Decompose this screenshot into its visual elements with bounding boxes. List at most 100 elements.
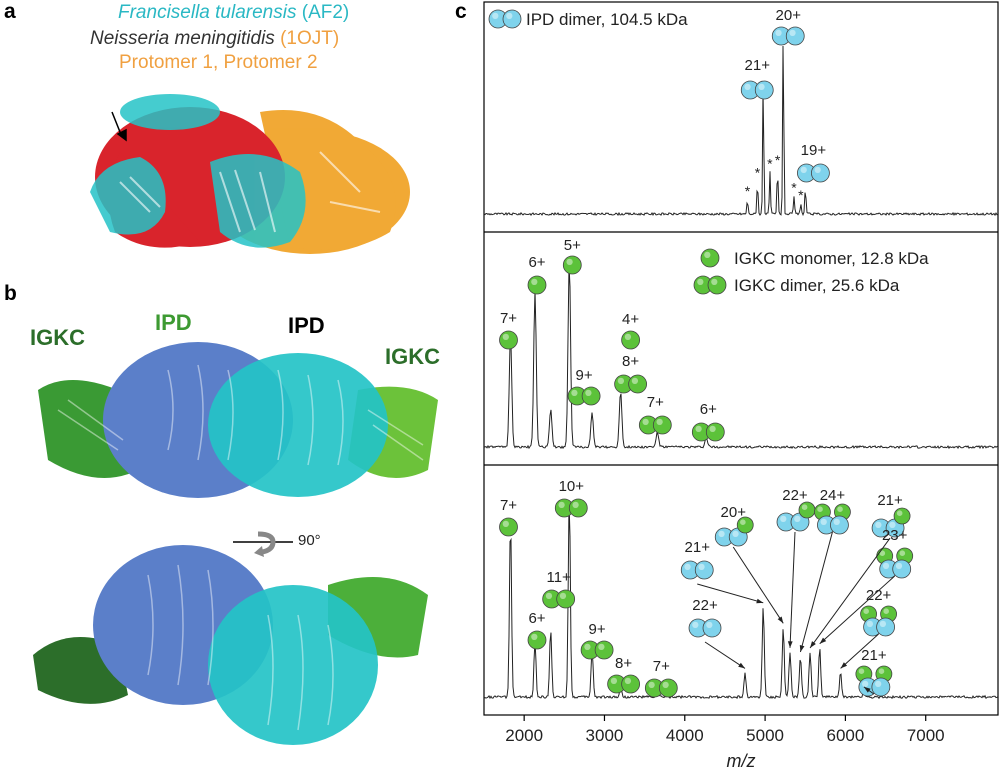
panel-a-structure: [90, 94, 410, 254]
adduct-star: *: [791, 180, 797, 196]
ipd-dimer-icon-highlight: [744, 83, 751, 90]
adduct-star: *: [745, 183, 751, 199]
adduct-star: *: [767, 155, 773, 171]
x-tick-label: 4000: [666, 726, 704, 745]
charge-label: 8+: [622, 353, 639, 370]
igkc-dimer-icon-highlight: [571, 389, 578, 396]
species-1-name: Francisella tularensis: [118, 2, 297, 23]
igkc-right-label: IGKC: [385, 344, 440, 369]
ipd-dimer-icon-highlight: [882, 562, 890, 569]
igkc-dimer-icon-highlight: [631, 377, 639, 384]
charge-label: 21+: [685, 539, 711, 556]
charge-label: 20+: [776, 7, 802, 24]
spectrum-trace-middle: [483, 264, 999, 450]
igkc-monomer-icon: [527, 275, 547, 295]
leader-arrowhead: [863, 686, 871, 693]
species-1-suffix: (AF2): [301, 2, 350, 23]
charge-label: 9+: [589, 621, 606, 638]
ipd-dimer-icon: [702, 618, 722, 638]
igkc-dimer-icon-highlight: [585, 389, 592, 396]
ipd-dimer-icon-highlight: [692, 621, 699, 628]
ipd-dimer-icon-highlight: [780, 515, 787, 522]
panel-a-protomers: Protomer 1, Protomer 2: [119, 52, 318, 73]
ipd-dimer-icon: [876, 617, 895, 637]
charge-label: 7+: [500, 497, 517, 514]
adduct-star: *: [775, 152, 781, 168]
igkc-monomer-icon-highlight: [837, 506, 843, 512]
igkc-dimer-icon-highlight: [545, 592, 553, 599]
igkc-dimer-icon-highlight: [695, 425, 702, 432]
igkc-dimer-icon: [621, 674, 641, 694]
ipd-cyan-domain-bottom: [208, 585, 378, 745]
ipd-dimer-icon-highlight: [875, 521, 882, 528]
panel-a-species-2: Neisseria meningitidis (1OJT): [90, 28, 339, 50]
arrow-icon: [111, 111, 127, 142]
leader-arrowhead: [799, 645, 805, 652]
igkc-left-label: IGKC: [30, 325, 85, 350]
ipd-dimer-icon-highlight: [866, 620, 874, 627]
ipd-dimer-icon-highlight: [732, 530, 739, 537]
charge-label: 7+: [500, 310, 517, 327]
charge-label: 24+: [820, 487, 846, 504]
igkc-monomer-icon: [499, 517, 518, 537]
charge-label: 22+: [866, 587, 892, 604]
igkc-monomer-icon-highlight: [817, 506, 823, 512]
igkc-monomer-icon-highlight: [878, 668, 885, 674]
chart-frame: [483, 1, 999, 716]
species-2-name: Neisseria meningitidis: [90, 28, 275, 49]
leader-line: [704, 641, 746, 669]
igkc-monomer-icon: [798, 501, 816, 519]
charge-label: 7+: [647, 394, 664, 411]
igkc-monomer-icon-highlight: [801, 504, 808, 511]
igkc-dimer-icon-highlight: [662, 681, 669, 688]
igkc-dimer-icon-highlight: [624, 677, 632, 684]
legend-igkc-dimer-icon-highlight: [711, 278, 718, 285]
ipd-dimer-icon: [694, 560, 714, 580]
igkc-monomer-icon-highlight: [624, 333, 632, 340]
ipd-dimer-icon-highlight: [895, 562, 903, 569]
igkc-dimer-icon-highlight: [558, 501, 565, 508]
leader-arrowhead: [819, 637, 827, 644]
ipd-dimer-icon-highlight: [800, 166, 807, 174]
igkc-dimer-icon: [652, 415, 672, 435]
spectrum-trace-bottom: [483, 500, 999, 700]
charge-label: 22+: [782, 487, 808, 504]
igkc-dimer-icon: [568, 498, 588, 518]
ipd-dimer-icon-highlight: [775, 29, 782, 36]
leader-line: [799, 531, 833, 653]
ipd-left-label: IPD: [155, 310, 192, 335]
igkc-dimer-icon-highlight: [648, 681, 655, 688]
igkc-dimer-icon: [658, 678, 678, 698]
charge-label: 9+: [576, 367, 593, 384]
x-tick-label: 5000: [746, 726, 784, 745]
leader-arrowhead: [777, 616, 784, 624]
leader-arrowhead: [810, 641, 816, 648]
spectrum-trace-top: [483, 45, 999, 217]
legend-ipd-text: IPD dimer, 104.5 kDa: [526, 10, 688, 29]
charge-label: 11+: [546, 569, 571, 586]
adduct-star: *: [798, 187, 804, 203]
ipd-dimer-icon-highlight: [875, 680, 882, 687]
charge-label: 21+: [745, 57, 771, 74]
charge-label: 6+: [528, 610, 545, 627]
x-tick-label: 7000: [907, 726, 945, 745]
igkc-dimer-icon-highlight: [559, 592, 567, 599]
charge-label: 8+: [615, 655, 632, 672]
panel-b-structure-top: [38, 342, 438, 498]
igkc-monomer-icon-highlight: [531, 278, 538, 285]
charge-label: 20+: [721, 504, 747, 521]
charge-label: 10+: [559, 478, 585, 495]
igkc-monomer-icon-highlight: [899, 550, 906, 556]
ipd-dimer-icon-highlight: [789, 29, 796, 36]
igkc-dimer-icon-highlight: [572, 501, 579, 508]
igkc-monomer-icon-highlight: [531, 633, 538, 640]
leader-arrowhead: [840, 662, 848, 669]
x-tick-label: 6000: [826, 726, 864, 745]
ipd-dimer-icon-highlight: [814, 166, 821, 174]
ipd-dimer-icon-highlight: [833, 518, 840, 525]
ipd-dimer-icon: [871, 677, 891, 697]
igkc-monomer-icon: [499, 330, 518, 350]
ipd-dimer-icon-highlight: [706, 621, 713, 628]
helix-texture-bottom: [147, 564, 334, 731]
igkc-monomer-icon: [527, 630, 547, 650]
